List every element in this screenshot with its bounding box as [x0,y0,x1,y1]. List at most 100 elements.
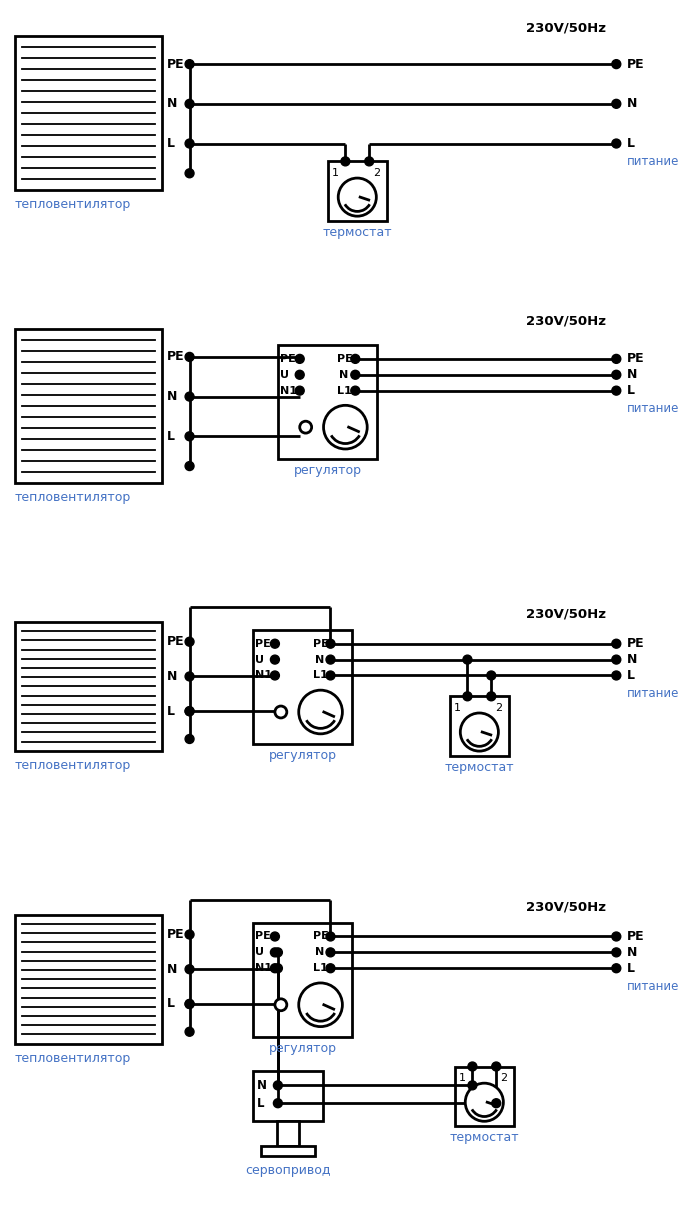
Circle shape [492,1099,501,1107]
Text: N1: N1 [255,963,272,973]
Text: L: L [167,997,175,1010]
Text: питание: питание [627,980,680,992]
Circle shape [185,1000,194,1008]
Circle shape [185,353,194,361]
Circle shape [295,386,304,395]
Circle shape [326,964,335,973]
Text: L: L [627,962,635,975]
Text: сервопривод: сервопривод [245,1163,330,1177]
Circle shape [326,947,335,957]
Text: PE: PE [255,639,271,649]
Text: тепловентилятор: тепловентилятор [15,759,131,771]
Circle shape [185,169,194,178]
Text: термостат: термостат [323,226,392,239]
Circle shape [486,691,495,701]
Text: N: N [339,370,349,380]
Circle shape [468,1063,477,1071]
Text: U: U [255,947,264,957]
Text: PE: PE [627,58,645,70]
Bar [253,923,352,1037]
Text: 1: 1 [332,169,339,178]
Text: N: N [167,963,177,975]
Circle shape [274,1081,283,1089]
Text: регулятор: регулятор [294,465,361,477]
Text: PE: PE [312,932,328,941]
Text: N: N [627,97,638,110]
Circle shape [185,99,194,108]
Circle shape [295,354,304,364]
Circle shape [612,59,621,69]
Text: тепловентилятор: тепловентилятор [15,1052,131,1065]
Text: N: N [314,655,324,665]
Text: N: N [627,369,638,381]
Circle shape [185,672,194,680]
Text: N: N [627,946,638,958]
Circle shape [351,354,360,364]
Bar [277,1121,299,1146]
Text: PE: PE [167,58,184,70]
Circle shape [185,964,194,974]
Circle shape [612,139,621,148]
Bar [455,1066,514,1126]
Text: L1: L1 [337,386,352,395]
Circle shape [274,947,283,957]
Circle shape [323,405,367,449]
Circle shape [326,639,335,648]
Circle shape [270,671,279,680]
Circle shape [341,156,350,166]
Text: 230V/50Hz: 230V/50Hz [526,22,606,35]
Text: тепловентилятор: тепловентилятор [15,198,131,211]
Text: PE: PE [167,636,184,648]
Circle shape [185,59,194,69]
Text: термостат: термостат [444,761,514,774]
Circle shape [460,713,498,751]
Circle shape [612,99,621,108]
Text: L: L [627,385,635,397]
Text: U: U [255,655,264,665]
Text: 2: 2 [495,704,502,713]
Text: регулятор: регулятор [269,748,337,762]
Circle shape [270,655,279,664]
Circle shape [295,370,304,380]
Circle shape [185,1000,194,1008]
Circle shape [275,998,287,1010]
Text: N: N [627,653,638,666]
Circle shape [326,932,335,941]
Bar [253,630,352,744]
Circle shape [612,655,621,664]
Text: PE: PE [255,932,271,941]
Circle shape [274,964,283,973]
Text: PE: PE [627,930,645,943]
Text: L: L [167,705,175,718]
Circle shape [185,432,194,440]
Circle shape [351,386,360,395]
Circle shape [326,671,335,680]
Circle shape [185,462,194,471]
Bar [278,344,377,460]
Text: питание: питание [627,155,680,167]
Circle shape [299,983,343,1026]
Circle shape [274,1099,283,1107]
Text: L1: L1 [312,963,328,973]
Bar [15,915,162,1043]
Text: PE: PE [312,639,328,649]
Text: L: L [167,137,175,150]
Text: L: L [627,137,635,150]
Circle shape [185,735,194,744]
Circle shape [463,655,472,664]
Circle shape [612,932,621,941]
Circle shape [612,671,621,680]
Text: L: L [167,429,175,443]
Circle shape [185,392,194,402]
Circle shape [270,932,279,941]
Circle shape [326,655,335,664]
Circle shape [270,964,279,973]
Text: 230V/50Hz: 230V/50Hz [526,608,606,620]
Circle shape [270,947,279,957]
Text: PE: PE [627,353,645,365]
Text: N: N [167,670,177,683]
Bar [450,696,509,756]
Bar [15,36,162,190]
Circle shape [365,156,374,166]
Circle shape [486,671,495,680]
